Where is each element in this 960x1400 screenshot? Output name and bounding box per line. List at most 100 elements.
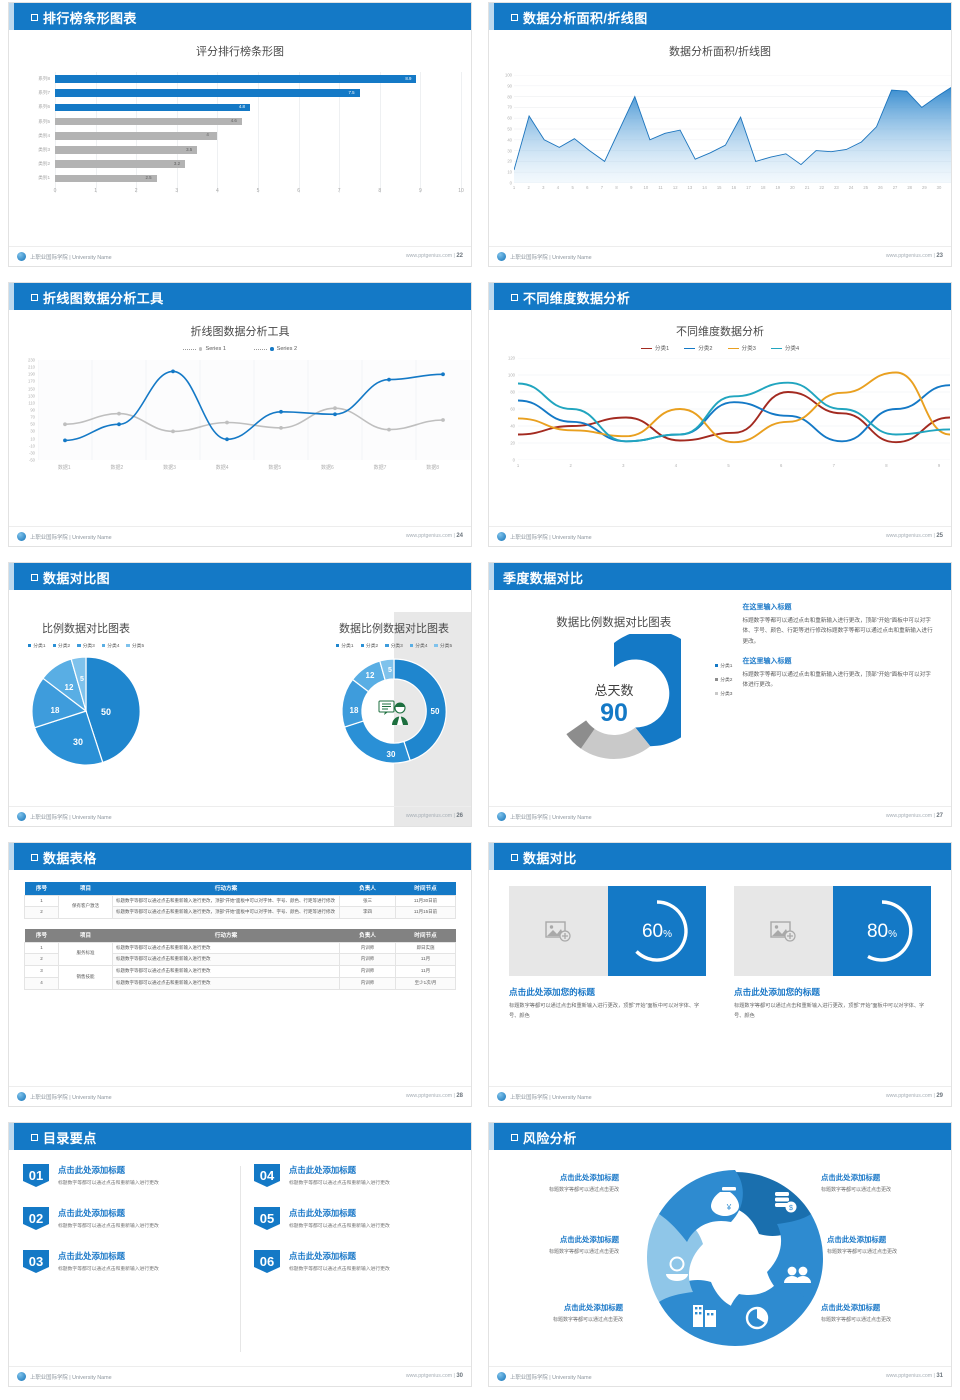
- toc-item[interactable]: 04 点击此处添加标题 标题数字等都可以通过点击和重新输入进行更改: [254, 1164, 457, 1187]
- legend-label: 分类3: [390, 644, 403, 649]
- legend-item[interactable]: 分类5: [434, 642, 452, 649]
- bar-row: 类别2 3.2: [19, 157, 461, 171]
- slide-27[interactable]: 季度数据对比 数据比例数据对比图表 总天数 90 分类1 分类2 分类3 在这里输入: [480, 560, 960, 840]
- svg-text:30: 30: [387, 750, 396, 759]
- svg-text:12: 12: [65, 683, 74, 692]
- slide-footer: 上职业国际学院 | University Name www.pptgenius.…: [9, 246, 471, 266]
- legend-item[interactable]: 分类4: [101, 642, 119, 649]
- slide-body: 折线图数据分析工具 Series 1 Series 2 -50 -30 -10 10 3…: [9, 310, 471, 526]
- slide-25[interactable]: 不同维度数据分析 不同维度数据分析 分类1 分类2 分类3 分类4 0 20 40 60 80…: [480, 280, 960, 560]
- legend-item[interactable]: 分类3: [77, 642, 95, 649]
- slide-26[interactable]: 数据对比图 比例数据对比图表 分类1 分类2 分类3 分类4 分类5 50 30 18: [0, 560, 480, 840]
- toc-item-title: 点击此处添加标题: [289, 1208, 356, 1218]
- legend-item[interactable]: 分类3: [714, 690, 732, 697]
- plot-area: [517, 357, 951, 461]
- column-header: 负责人: [339, 929, 396, 942]
- legend-item[interactable]: 分类2: [684, 344, 713, 352]
- x-tick-label: 10: [643, 185, 649, 190]
- y-tick-label: 60: [510, 406, 515, 412]
- slide-card: 不同维度数据分析 不同维度数据分析 分类1 分类2 分类3 分类4 0 20 40 60 80…: [488, 282, 952, 547]
- legend-item[interactable]: 分类1: [714, 662, 732, 669]
- table-header-row: 序号 项目 行动方案 负责人 时间节点: [24, 929, 456, 942]
- cell-no: 1: [24, 941, 59, 955]
- slide-29[interactable]: 数据对比 60%: [480, 840, 960, 1120]
- legend-item[interactable]: 分类1: [640, 344, 669, 352]
- slide-31[interactable]: 风险分析 ¥: [480, 1120, 960, 1400]
- gauge-svg: 60%: [635, 900, 688, 962]
- legend-item[interactable]: 分类5: [126, 642, 144, 649]
- slide-card: 数据分析面积/折线图 数据分析面积/折线图 0 10 20 30 40 50 60 70 80 9…: [488, 2, 952, 267]
- legend-swatch: [77, 643, 81, 648]
- chart-legend: 分类1 分类2 分类3: [714, 662, 732, 704]
- legend-line-icon: [640, 347, 652, 349]
- x-tick-label: 9: [419, 187, 422, 194]
- legend-label: 分类5: [131, 644, 145, 649]
- image-placeholder[interactable]: [734, 886, 833, 976]
- bar-track: 7.5: [55, 86, 461, 100]
- toc-item[interactable]: 03 点击此处添加标题 标题数字等都可以通过点击和重新输入进行更改: [23, 1250, 226, 1273]
- bar: [55, 75, 417, 83]
- slide-24[interactable]: 折线图数据分析工具 折线图数据分析工具 Series 1 Series 2 -5…: [0, 280, 480, 560]
- slide-header: 排行榜条形图表: [9, 3, 471, 30]
- footer-org: 上职业国际学院 | University Name: [510, 815, 592, 821]
- cell-plan: 标题数字等都可以通过点击和重新输入进行更改，顶部“开始”面板中可以对字体、字号、…: [112, 906, 340, 919]
- toc-item[interactable]: 06 点击此处添加标题 标题数字等都可以通过点击和重新输入进行更改: [254, 1250, 457, 1273]
- slide-22[interactable]: 排行榜条形图表 评分排行榜条形图 系列8 8.9 系列7 7.5 系列6 4.8 系列5 4.…: [0, 0, 480, 280]
- legend-item[interactable]: 分类1: [335, 642, 354, 649]
- legend-item[interactable]: 分类2: [52, 642, 70, 649]
- bar: [55, 174, 157, 183]
- x-tick-label: 19: [775, 185, 781, 190]
- legend-item[interactable]: 分类3: [385, 642, 403, 649]
- cell-plan: 标题数字等都可以通过点击和重新输入进行更改，顶部“开始”面板中可以对字体、字号、…: [112, 894, 340, 908]
- legend-item[interactable]: Series 1: [182, 346, 226, 352]
- toc-number-badge: 03: [23, 1250, 49, 1273]
- slide-header: 数据表格: [9, 843, 471, 870]
- legend-item[interactable]: 分类2: [714, 676, 732, 683]
- data-table-1: 序号 项目 行动方案 负责人 时间节点 1 保有客户激活 标题数字等都可以通过点…: [24, 882, 456, 919]
- legend-item[interactable]: 分类1: [27, 642, 46, 649]
- toc-item[interactable]: 01 点击此处添加标题 标题数字等都可以通过点击和重新输入进行更改: [23, 1164, 226, 1187]
- column-header: 序号: [24, 882, 59, 895]
- slide-30[interactable]: 目录要点 01 点击此处添加标题 标题数字等都可以通过点击和重新输入进行更改 02…: [0, 1120, 480, 1400]
- y-tick-label: 50: [30, 421, 35, 427]
- slide-header: 季度数据对比: [489, 563, 951, 590]
- line-svg: [37, 360, 470, 460]
- cell-no: 1: [24, 894, 59, 908]
- footer-site: www.pptgenius.com | 25: [885, 533, 943, 539]
- bar-label: 类别2: [38, 161, 50, 167]
- text-panel: 在这里输入标题 标题数字等都可以通过点击和重新输入进行更改，顶部“开始”面板中可…: [738, 590, 951, 806]
- x-tick-label: 8: [615, 185, 618, 190]
- header-accent: [9, 3, 14, 30]
- legend-item[interactable]: 分类2: [360, 642, 378, 649]
- chart-legend: Series 1 Series 2: [9, 346, 471, 352]
- x-tick-label: 30: [936, 185, 942, 190]
- legend-item[interactable]: 分类3: [727, 344, 756, 352]
- toc-item[interactable]: 05 点击此处添加标题 标题数字等都可以通过点击和重新输入进行更改: [254, 1207, 457, 1230]
- slide-28[interactable]: 数据表格 序号 项目 行动方案 负责人 时间节点 1 保有客户激活 标题数字等都…: [0, 840, 480, 1120]
- toc-item-title: 点击此处添加标题: [289, 1251, 356, 1261]
- pinwheel-svg: ¥ $: [647, 1170, 823, 1346]
- money-hand-icon: ¥: [666, 1256, 688, 1281]
- slide-footer: 上职业国际学院 | University Name www.pptgenius.…: [489, 806, 951, 826]
- y-tick-label: 80: [510, 389, 515, 395]
- x-tick-label: 2: [569, 463, 572, 468]
- percent-gauge: 80%: [832, 886, 931, 976]
- toc-item[interactable]: 02 点击此处添加标题 标题数字等都可以通过点击和重新输入进行更改: [23, 1207, 226, 1230]
- legend-item[interactable]: Series 2: [254, 346, 297, 352]
- slide-23[interactable]: 数据分析面积/折线图 数据分析面积/折线图 0 10 20 30 40 50 60 70 80 9…: [480, 0, 960, 280]
- footer-org: 上职业国际学院 | University Name: [30, 255, 112, 261]
- footer-org: 上职业国际学院 | University Name: [30, 535, 112, 541]
- slide-title: 数据对比: [511, 848, 577, 867]
- building-icon: [693, 1305, 716, 1327]
- footer-site: www.pptgenius.com | 27: [885, 813, 943, 819]
- legend-item[interactable]: 分类4: [770, 344, 799, 352]
- y-tick-label: 130: [28, 393, 35, 399]
- legend-dash-icon: [254, 348, 267, 350]
- image-placeholder[interactable]: [509, 886, 608, 976]
- svg-text:¥: ¥: [726, 1203, 732, 1212]
- legend-item[interactable]: 分类4: [409, 642, 427, 649]
- legend-line-icon: [684, 347, 696, 349]
- risk-label-text: 标题数字等都可以通过点击更改: [821, 1187, 892, 1193]
- y-tick-label: 20: [507, 158, 512, 164]
